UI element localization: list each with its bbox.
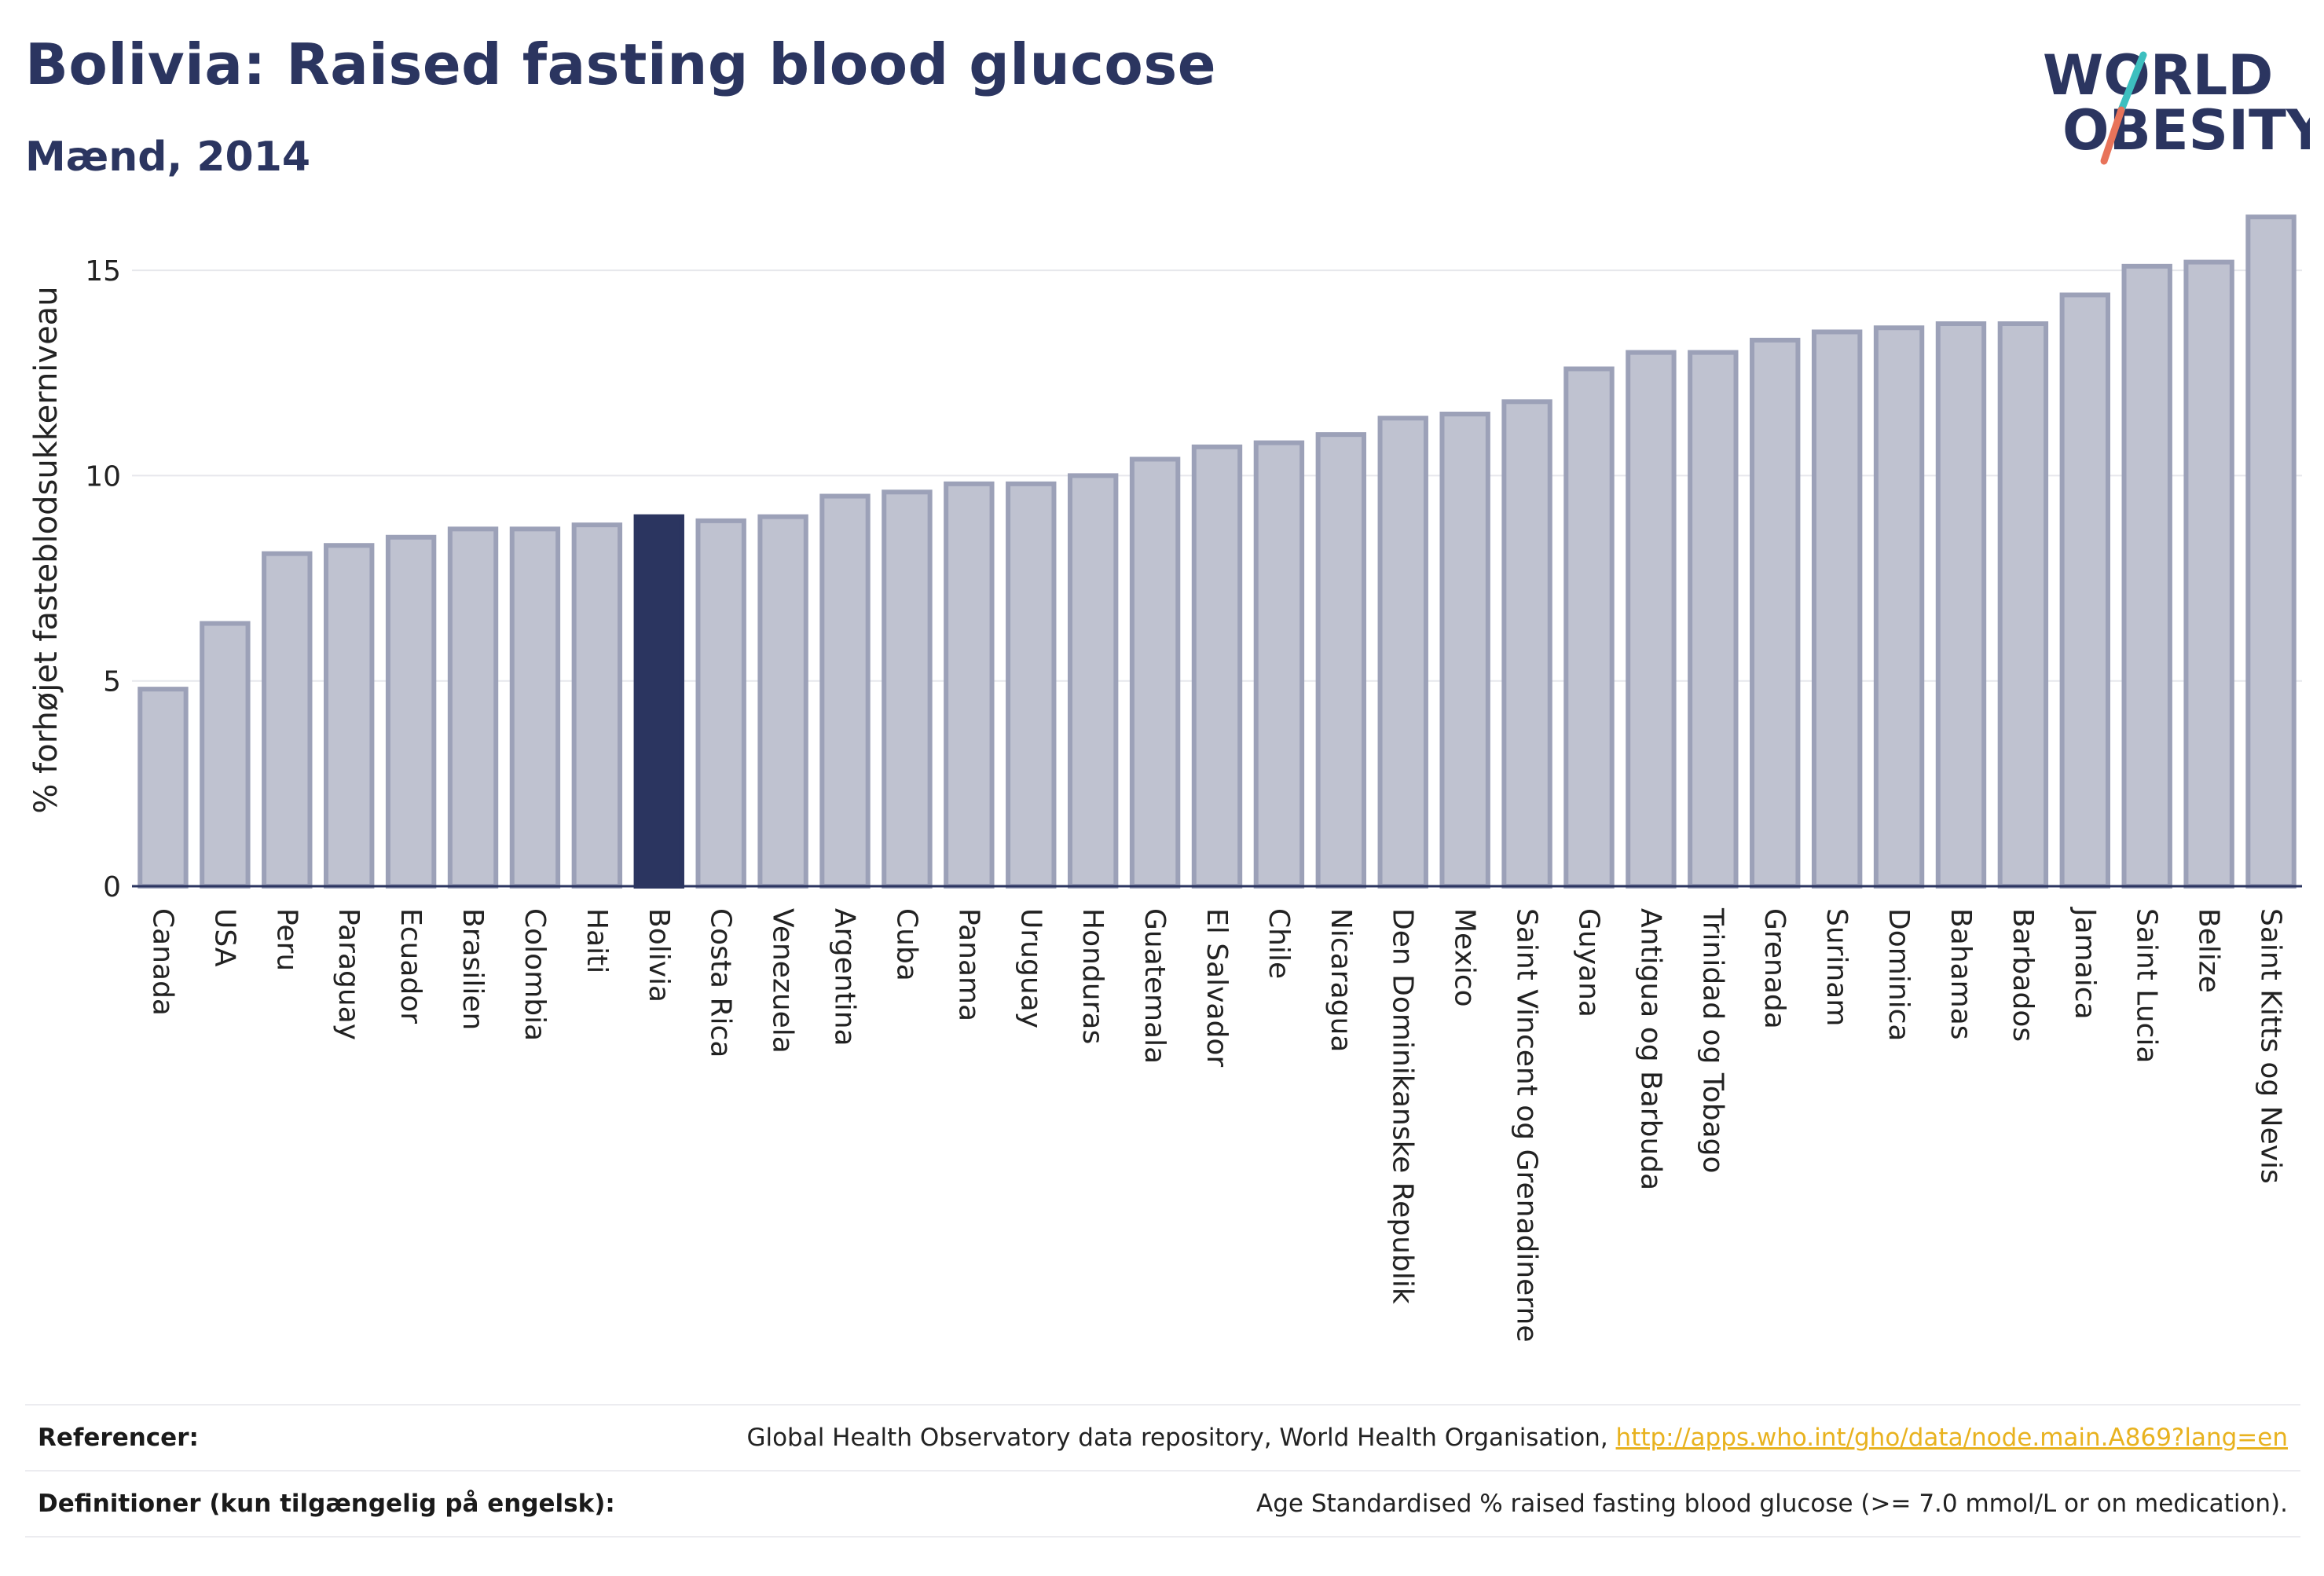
references-link[interactable]: http://apps.who.int/gho/data/node.main.A…	[1615, 1424, 2288, 1452]
bar[interactable]	[1873, 325, 1925, 889]
bars	[137, 214, 2297, 889]
bar[interactable]	[1067, 473, 1119, 889]
logo-slash-bottom	[2100, 106, 2125, 165]
bar-chart: 0 5 10 15 Canada USA Peru Paraguay Ecuador Brasil…	[28, 214, 2302, 1342]
definitions-row: Definitioner (kun tilgængelig på engelsk…	[25, 1470, 2300, 1538]
bar-highlighted[interactable]	[633, 514, 684, 889]
x-tick-label: Saint Lucia	[2131, 908, 2163, 1063]
bar[interactable]	[1191, 444, 1243, 889]
y-tick-label: 15	[85, 255, 121, 288]
bar[interactable]	[819, 493, 871, 889]
bar[interactable]	[2121, 263, 2172, 889]
y-tick-label: 5	[103, 666, 121, 698]
logo-text-world: WORLD	[2043, 43, 2273, 108]
y-tick-label: 10	[85, 460, 121, 493]
x-tick-label: Argentina	[829, 908, 861, 1046]
bar[interactable]	[385, 534, 437, 889]
x-tick-label: Brasilien	[456, 908, 489, 1030]
x-tick-label: Jamaica	[2069, 907, 2101, 1020]
bar[interactable]	[1811, 329, 1863, 889]
bar[interactable]	[1253, 440, 1305, 889]
bar[interactable]	[695, 518, 746, 889]
bar[interactable]	[1129, 456, 1181, 889]
bar[interactable]	[1006, 481, 1057, 889]
bar[interactable]	[262, 551, 313, 889]
x-tick-label: Venezuela	[767, 908, 799, 1054]
x-tick-label: Bolivia	[643, 908, 675, 1002]
x-tick-label: Bahamas	[1945, 908, 1977, 1040]
bar[interactable]	[1439, 411, 1490, 889]
x-tick-label: Mexico	[1449, 908, 1481, 1007]
bar[interactable]	[1377, 416, 1428, 889]
bar[interactable]	[137, 687, 189, 889]
bar[interactable]	[447, 526, 499, 889]
bar[interactable]	[324, 543, 375, 889]
bar[interactable]	[509, 526, 561, 889]
x-tick-label: Dominica	[1882, 908, 1915, 1042]
bar[interactable]	[1501, 399, 1552, 889]
x-tick-label: Guatemala	[1138, 908, 1171, 1064]
bar[interactable]	[1750, 337, 1801, 889]
x-tick-label: Guyana	[1572, 908, 1604, 1017]
x-tick-label: Den Dominikanske Republik	[1387, 908, 1419, 1304]
bar[interactable]	[571, 522, 623, 889]
x-tick-label: Saint Kitts og Nevis	[2255, 908, 2287, 1184]
references-label: Referencer:	[38, 1424, 199, 1452]
x-tick-label: Canada	[146, 908, 178, 1016]
x-tick-label: Colombia	[519, 908, 551, 1041]
tick-labels: 0 5 10 15 Canada USA Peru Paraguay Ecuador Brasil…	[85, 255, 2286, 1342]
x-tick-label: Surinam	[1820, 908, 1853, 1026]
x-tick-label: Haiti	[581, 908, 613, 973]
x-tick-label: Uruguay	[1014, 908, 1047, 1028]
bar[interactable]	[2245, 214, 2297, 889]
bar[interactable]	[882, 489, 933, 889]
x-tick-label: Belize	[2193, 908, 2225, 993]
x-tick-label: Ecuador	[394, 908, 427, 1024]
x-tick-label: Trinidad og Tobago	[1696, 907, 1728, 1174]
x-tick-label: Saint Vincent og Grenadinerne	[1511, 908, 1543, 1342]
x-tick-label: El Salvador	[1200, 908, 1233, 1067]
bar[interactable]	[2059, 292, 2110, 889]
definitions-label: Definitioner (kun tilgængelig på engelsk…	[38, 1490, 615, 1518]
definitions-value: Age Standardised % raised fasting blood …	[1256, 1490, 2288, 1518]
x-tick-label: Chile	[1263, 908, 1295, 979]
x-tick-label: Barbados	[2007, 908, 2039, 1042]
x-tick-label: Paraguay	[332, 908, 365, 1040]
chart-title: Bolivia: Raised fasting blood glucose	[25, 31, 1217, 97]
bar[interactable]	[1626, 350, 1677, 889]
x-tick-label: Peru	[270, 908, 302, 971]
bar[interactable]	[944, 481, 995, 889]
references-row: Referencer: Global Health Observatory da…	[25, 1404, 2300, 1470]
x-tick-label: Panama	[952, 908, 984, 1021]
y-axis-label: % forhøjet fasteblodsukkerniveau	[28, 286, 64, 813]
world-obesity-logo: WORLD OBESITY	[2043, 43, 2310, 165]
bar[interactable]	[1688, 350, 1739, 889]
x-tick-label: Costa Rica	[705, 908, 737, 1057]
y-tick-label: 0	[103, 871, 121, 903]
logo-slash-top	[2117, 51, 2147, 114]
bar[interactable]	[200, 621, 251, 889]
references-value: Global Health Observatory data repositor…	[746, 1424, 2300, 1452]
x-tick-label: Antigua og Barbuda	[1634, 908, 1666, 1190]
x-tick-label: Grenada	[1758, 908, 1791, 1029]
x-tick-label: Nicaragua	[1325, 908, 1357, 1052]
x-tick-label: USA	[208, 908, 240, 967]
bar[interactable]	[1997, 321, 2049, 889]
bar[interactable]	[1563, 366, 1615, 889]
x-tick-label: Honduras	[1076, 908, 1109, 1044]
chart-subtitle: Mænd, 2014	[25, 134, 311, 181]
references-table: Referencer: Global Health Observatory da…	[25, 1404, 2300, 1538]
references-text: Global Health Observatory data repositor…	[746, 1424, 1616, 1452]
bar[interactable]	[1935, 321, 1987, 889]
bar[interactable]	[1315, 432, 1367, 889]
x-tick-label: Cuba	[890, 908, 922, 981]
bar[interactable]	[2183, 259, 2234, 889]
bar[interactable]	[757, 514, 808, 889]
